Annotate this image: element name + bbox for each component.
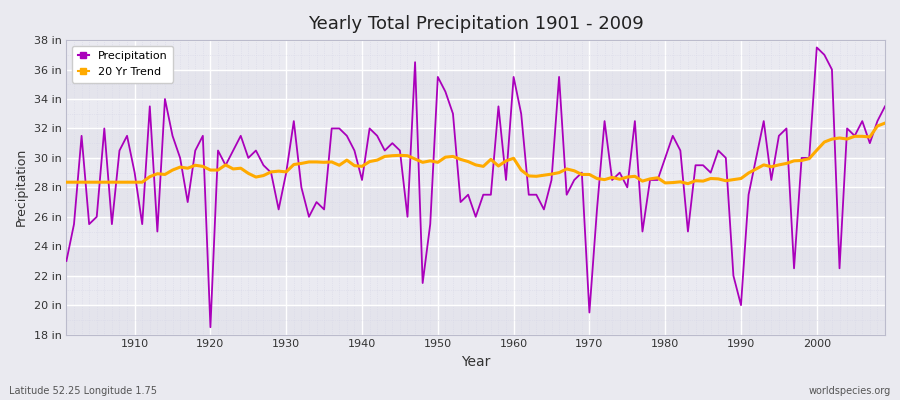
Bar	[67, 158, 885, 187]
Text: Latitude 52.25 Longitude 1.75: Latitude 52.25 Longitude 1.75	[9, 386, 157, 396]
Bar	[67, 40, 885, 70]
Bar	[67, 99, 885, 128]
X-axis label: Year: Year	[461, 355, 491, 369]
Bar	[67, 246, 885, 276]
Bar	[67, 217, 885, 246]
Legend: Precipitation, 20 Yr Trend: Precipitation, 20 Yr Trend	[72, 46, 173, 82]
Y-axis label: Precipitation: Precipitation	[15, 148, 28, 226]
Text: worldspecies.org: worldspecies.org	[809, 386, 891, 396]
Bar	[67, 305, 885, 334]
Bar	[67, 187, 885, 217]
Title: Yearly Total Precipitation 1901 - 2009: Yearly Total Precipitation 1901 - 2009	[308, 15, 644, 33]
Bar	[67, 276, 885, 305]
Bar	[67, 70, 885, 99]
Bar	[67, 128, 885, 158]
